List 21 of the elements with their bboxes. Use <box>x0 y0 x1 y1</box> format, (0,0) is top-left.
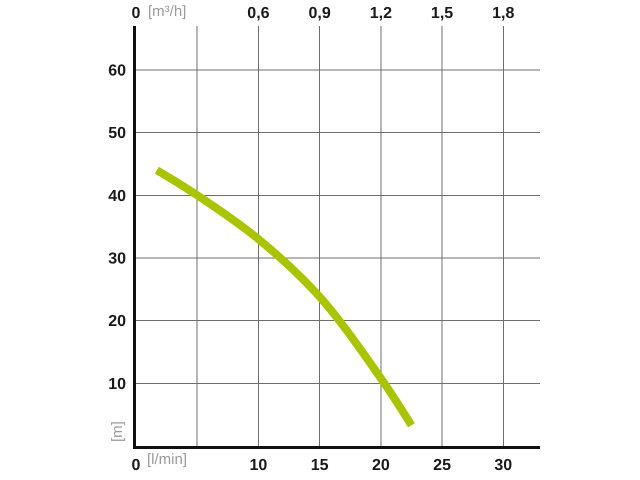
x2-tick-label: 0,6 <box>247 4 270 22</box>
x2-axis-title: [m³/h] <box>148 3 186 20</box>
x-tick-label: 25 <box>433 456 452 474</box>
y-tick-label: 10 <box>108 376 126 393</box>
y-tick-label: 50 <box>108 125 126 142</box>
x-tick-label: 15 <box>310 456 329 474</box>
x2-tick-label: 1,8 <box>492 4 514 22</box>
y-axis-title: [m] <box>109 421 126 442</box>
x-tick-label: 0 <box>132 456 141 474</box>
x-axis-title: [l/min] <box>147 451 188 468</box>
x-tick-label: 30 <box>494 456 512 474</box>
x2-tick-label: 1,2 <box>370 4 392 22</box>
x2-tick-label: 0,9 <box>308 4 331 22</box>
x-tick-label: 10 <box>250 456 268 474</box>
x-tick-label: 20 <box>372 456 390 474</box>
y-tick-label: 20 <box>108 313 126 330</box>
y-tick-label: 30 <box>108 250 126 268</box>
y-tick-label: 60 <box>108 62 126 80</box>
x2-tick-label: 1,5 <box>430 4 454 22</box>
x2-tick-label: 0 <box>132 4 141 22</box>
y-tick-label: 40 <box>108 188 126 205</box>
